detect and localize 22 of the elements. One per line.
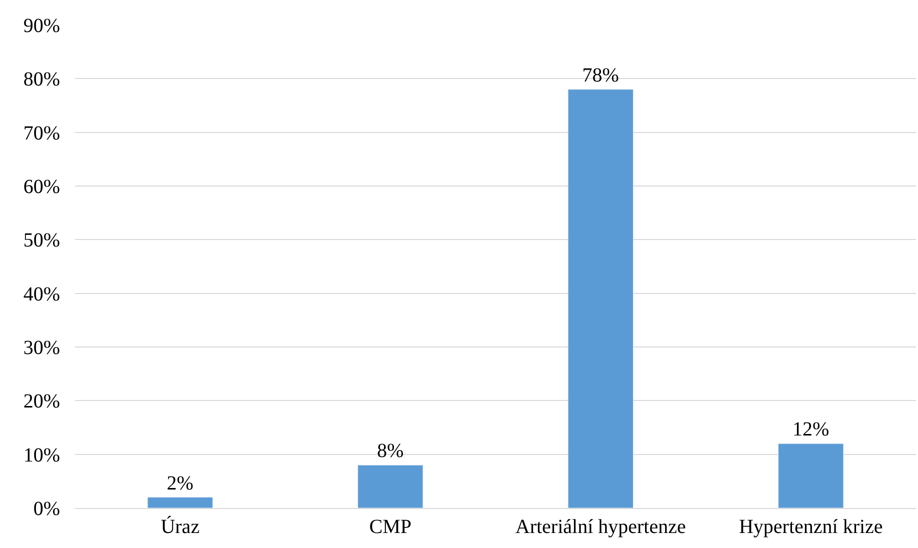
y-tick-label: 70% <box>23 122 60 144</box>
data-label: 78% <box>582 64 619 86</box>
data-label: 8% <box>377 440 404 462</box>
x-tick-label: Hypertenzní krize <box>738 516 883 538</box>
y-tick-label: 0% <box>33 498 60 520</box>
bar <box>568 89 634 508</box>
y-tick-label: 30% <box>23 337 60 359</box>
bar <box>358 464 424 508</box>
x-tick-label: Úraz <box>160 515 200 538</box>
data-label: 12% <box>792 418 830 441</box>
y-tick-label: 10% <box>23 444 60 466</box>
data-label: 2% <box>166 472 194 494</box>
y-tick-label: 60% <box>23 176 60 198</box>
y-tick-label: 40% <box>23 283 60 306</box>
y-tick-label: 90% <box>23 15 60 37</box>
y-tick-label: 80% <box>23 68 60 91</box>
bar <box>778 443 844 508</box>
y-tick-label: 50% <box>23 230 60 252</box>
x-tick-label: Arteriální hypertenze <box>515 516 686 538</box>
bar <box>147 497 213 508</box>
y-tick-label: 20% <box>23 390 60 413</box>
x-tick-label: CMP <box>369 516 412 538</box>
